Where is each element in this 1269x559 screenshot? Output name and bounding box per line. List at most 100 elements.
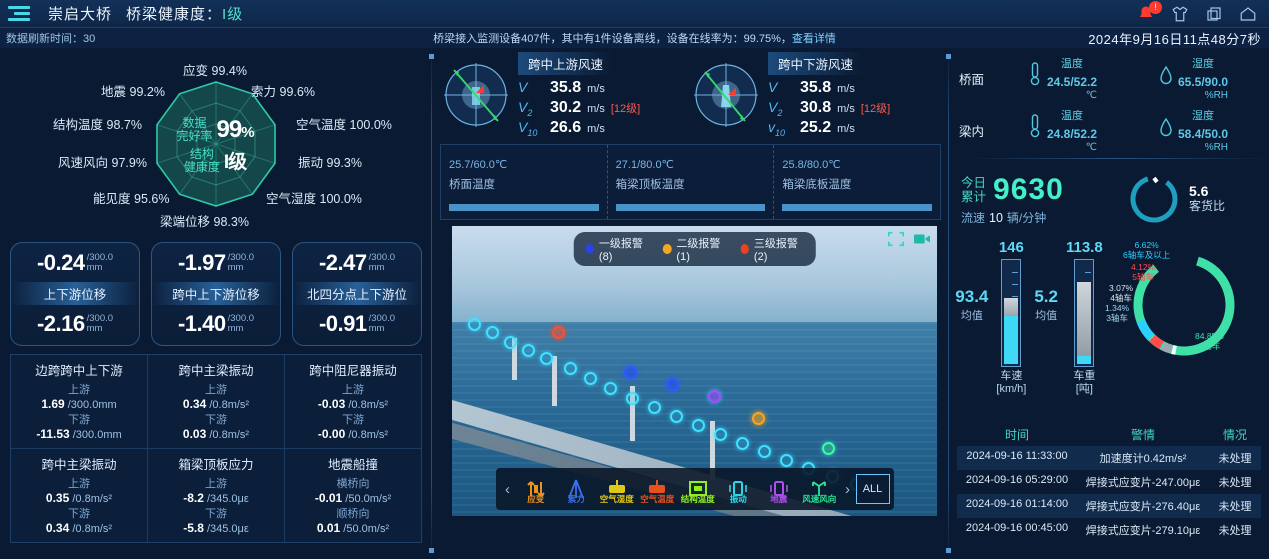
toolbar-item-air-temperature[interactable]: 空气温度	[638, 472, 676, 506]
wind-value: 35.8	[550, 79, 582, 96]
view-detail-link[interactable]: 查看详情	[791, 33, 836, 45]
clock-text: 2024年9月16日11点48分7秒	[1088, 31, 1261, 47]
sensor-marker[interactable]	[648, 401, 661, 415]
thermometer-icon	[1028, 113, 1042, 139]
wind-panel-downstream: 跨中下游风速 V 35.8 m/s V2 30.8 m/s [12级] v10 …	[682, 52, 932, 138]
table-row[interactable]: 2024-09-16 11:33:00 加速度计0.42m/s² 未处理	[957, 446, 1261, 470]
environment-humidity[interactable]: 湿度 65.5/90.0 %RH	[1128, 55, 1259, 101]
health-grade: I级	[222, 6, 244, 23]
sensor-marker[interactable]	[486, 326, 499, 340]
radar-label-3: 振动 99.3%	[298, 156, 362, 170]
toolbar-all-button[interactable]: ALL	[855, 474, 890, 505]
structure-health-label: 结构 健康度	[183, 146, 220, 174]
right-column: 桥面 温度 24.5/52.2 ℃ 湿度	[949, 48, 1269, 559]
sensor-marker[interactable]	[468, 318, 481, 332]
metric-cell[interactable]: 跨中主梁振动 上游 0.34 /0.8m/s² 下游 0.03 /0.8m/s²	[147, 355, 284, 448]
legend-label: 二级报警(1)	[676, 238, 721, 264]
sensor-marker[interactable]	[626, 392, 639, 406]
metric-title: 跨中阻尼器振动	[309, 364, 397, 378]
sensor-marker[interactable]	[822, 442, 835, 456]
metric-cell[interactable]: 跨中主梁振动 上游 0.35 /0.8m/s² 下游 0.34 /0.8m/s²	[11, 449, 147, 542]
wind-level: [12级]	[860, 102, 891, 115]
weight-gauge[interactable]: 113.8 车重 [吨]	[1066, 239, 1103, 396]
data-integrity-value: 99%	[216, 116, 254, 143]
toolbar-label: 应变	[527, 494, 545, 505]
pie-label-3axis: 1.34% 3轴车	[1105, 303, 1130, 323]
weight-gauge-tube	[1074, 259, 1095, 367]
video-camera-icon[interactable]	[913, 231, 931, 247]
speed-gauge[interactable]: 146 车速 [km/h]	[996, 239, 1026, 396]
wind-info: 跨中上游风速 V 35.8 m/s V2 30.2 m/s [12级] V10 …	[518, 52, 640, 138]
metric-cell[interactable]: 跨中阻尼器振动 上游 -0.03 /0.8m/s² 下游 -0.00 /0.8m…	[284, 355, 421, 448]
sensor-marker[interactable]	[670, 410, 683, 424]
home-icon[interactable]	[1239, 5, 1257, 23]
displacement-card[interactable]: -0.24 /300.0 mm 上下游位移 -2.16 /300.0 mm	[10, 242, 140, 346]
hamburger-icon[interactable]	[8, 6, 34, 21]
toolbar-item-seismic[interactable]: 地震	[760, 472, 798, 506]
environment-humidity[interactable]: 湿度 58.4/50.0 %RH	[1128, 107, 1259, 153]
table-row[interactable]: 2024-09-16 05:29:00 焊接式应变片-247.00με 未处理	[957, 470, 1261, 494]
sensor-marker[interactable]	[736, 437, 749, 451]
metric-unit: /300.0mm	[72, 429, 122, 441]
sensor-marker[interactable]	[584, 372, 597, 386]
toolbar-item-cable-force[interactable]: 索力	[557, 472, 595, 506]
sensor-marker[interactable]	[780, 454, 793, 468]
temperature-name: 桥面温度	[449, 179, 495, 192]
temperature-cell[interactable]: 25.7/60.0℃ 桥面温度	[441, 145, 607, 219]
metric-cell[interactable]: 地震船撞 横桥向 -0.01 /50.0m/s² 顺桥向 0.01 /50.0m…	[284, 449, 421, 542]
toolbar-item-wind[interactable]: 风速风向	[800, 472, 838, 506]
displacement-bottom-unit: mm	[227, 323, 244, 334]
metric-unit: /50.0m/s²	[345, 493, 392, 505]
temperature-cell[interactable]: 25.8/80.0℃ 箱梁底板温度	[773, 145, 940, 220]
environment-temperature[interactable]: 温度 24.8/52.2 ℃	[997, 107, 1128, 153]
displacement-bottom-den: /300.0	[227, 313, 255, 324]
copy-icon[interactable]	[1205, 5, 1223, 23]
metric-sublabel: 上游	[68, 478, 90, 490]
sensor-marker[interactable]	[714, 428, 727, 442]
legend-item[interactable]: 二级报警(1)	[662, 235, 727, 264]
toolbar-prev-arrow[interactable]: ‹	[505, 480, 510, 498]
sensor-marker[interactable]	[540, 352, 553, 366]
toolbar-item-vibration[interactable]: 振动	[719, 472, 757, 506]
legend-item[interactable]: 一级报警(8)	[585, 235, 649, 263]
environment-location: 梁内	[959, 124, 985, 139]
sensor-marker[interactable]	[564, 362, 577, 376]
displacement-card[interactable]: -2.47 /300.0 mm 北四分点上下游位 -0.91 /300.0 mm	[292, 242, 422, 346]
metric-cell[interactable]: 边跨跨中上下游 上游 1.69 /300.0mm 下游 -11.53 /300.…	[11, 355, 147, 448]
toolbar-items: 应变 索力 空气湿度 空气温度	[516, 472, 840, 506]
water-drop-icon	[1159, 61, 1173, 87]
temperature-cell[interactable]: 27.1/80.0℃ 箱梁顶板温度	[606, 145, 774, 220]
sensor-marker[interactable]	[604, 382, 617, 396]
displacement-card[interactable]: -1.97 /300.0 mm 跨中上下游位移 -1.40 /300.0 mm	[151, 242, 281, 346]
toolbar-item-strain[interactable]: 应变	[517, 472, 555, 506]
environment-temperature[interactable]: 温度 24.5/52.2 ℃	[997, 55, 1128, 101]
shirt-icon[interactable]	[1171, 5, 1189, 23]
fullscreen-icon[interactable]	[887, 231, 905, 247]
sensor-marker-level3[interactable]	[552, 326, 565, 340]
traffic-rate-unit: 辆/分钟	[1006, 210, 1047, 225]
alarm-state: 未处理	[1218, 501, 1252, 513]
toolbar-item-structure-temperature[interactable]: 结构温度	[679, 472, 717, 506]
legend-item[interactable]: 三级报警(2)	[740, 235, 804, 263]
table-row[interactable]: 2024-09-16 01:14:00 焊接式应变片-276.40με 未处理	[957, 494, 1261, 518]
environment-row: 梁内 温度 24.8/52.2 ℃ 湿度	[959, 104, 1259, 156]
traffic-total-count: 9630	[993, 172, 1064, 206]
sensor-marker-level1[interactable]	[624, 366, 637, 380]
sensor-marker-level2[interactable]	[752, 412, 765, 426]
sensor-marker[interactable]	[692, 419, 705, 433]
sensor-marker[interactable]	[758, 445, 771, 459]
sensor-marker-seismic[interactable]	[708, 390, 721, 404]
sensor-marker-level1[interactable]	[666, 378, 679, 392]
table-row[interactable]: 2024-09-16 00:45:00 焊接式应变片-279.10με 未处理	[957, 518, 1261, 542]
environment-grid: 桥面 温度 24.5/52.2 ℃ 湿度	[949, 48, 1269, 156]
toolbar-item-air-humidity[interactable]: 空气湿度	[598, 472, 636, 506]
metric-cell[interactable]: 箱梁顶板应力 上游 -8.2 /345.0με 下游 -5.8 /345.0με	[147, 449, 284, 542]
toolbar-next-arrow[interactable]: ›	[845, 480, 850, 498]
gauge-speed-weight-group: 93.4 均值 146 车速 [km/h] 5.2	[949, 239, 1109, 423]
sensor-marker[interactable]	[522, 344, 535, 358]
alert-bell-icon[interactable]: !	[1137, 0, 1162, 23]
bridge-3d-view[interactable]: 一级报警(8) 二级报警(1) 三级报警(2)	[452, 226, 937, 517]
sensor-marker[interactable]	[504, 336, 517, 350]
header-icon-group: !	[1137, 0, 1257, 23]
wind-level: [12级]	[610, 102, 641, 115]
